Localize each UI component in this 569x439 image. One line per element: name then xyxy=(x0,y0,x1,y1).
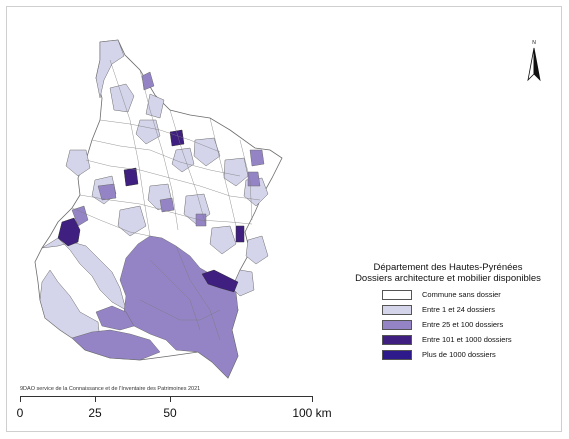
commune-zone-low xyxy=(209,225,237,255)
legend-item-top: Plus de 1000 dossiers xyxy=(382,348,546,361)
commune-zone-low xyxy=(95,39,125,99)
commune-zone-low xyxy=(65,149,91,177)
commune-zone-low xyxy=(117,205,147,237)
commune-zone-low xyxy=(245,235,269,265)
commune-zone-mid xyxy=(95,305,135,331)
legend-swatch xyxy=(382,289,412,300)
legend-label: Entre 101 et 1000 dossiers xyxy=(422,335,512,344)
commune-zone-high xyxy=(123,167,139,187)
scale-tick xyxy=(312,396,313,402)
commune-zone-low xyxy=(39,269,101,351)
scale-line xyxy=(20,396,313,397)
legend-item-high: Entre 101 et 1000 dossiers xyxy=(382,333,546,346)
credit-text: 9DAO service de la Connaissance et de l'… xyxy=(20,386,201,392)
scale-label-50: 50 xyxy=(163,406,177,420)
map-legend: Département des Hautes-Pyrénées Dossiers… xyxy=(350,262,546,363)
commune-zone-mid xyxy=(97,183,117,201)
north-arrow-icon xyxy=(527,47,541,82)
commune-zone-mid xyxy=(247,171,261,187)
commune-zone-mid xyxy=(141,71,155,91)
legend-label: Entre 25 et 100 dossiers xyxy=(422,320,504,329)
commune-boundaries xyxy=(71,59,261,341)
commune-zone-low xyxy=(193,137,221,167)
commune-zone-high xyxy=(169,129,185,147)
legend-swatch xyxy=(382,334,412,345)
scale-tick xyxy=(20,396,21,402)
legend-label: Entre 1 et 24 dossiers xyxy=(422,305,495,314)
commune-zone-high xyxy=(235,225,245,243)
commune-zone-mid xyxy=(71,205,89,227)
scale-label-25: 25 xyxy=(88,406,102,420)
commune-zone-low xyxy=(171,147,195,173)
legend-swatch xyxy=(382,349,412,360)
commune-zone-low xyxy=(135,119,161,145)
scale-tick xyxy=(170,396,171,402)
legend-label: Commune sans dossier xyxy=(422,290,501,299)
legend-label: Plus de 1000 dossiers xyxy=(422,350,496,359)
legend-item-mid: Entre 25 et 100 dossiers xyxy=(382,318,546,331)
north-arrow: N xyxy=(520,40,548,90)
commune-zone-high xyxy=(57,217,81,247)
commune-zone-mid xyxy=(249,149,265,167)
scale-label-100: 100 km xyxy=(292,406,332,420)
scale-bar: 0 25 50 100 km xyxy=(16,396,332,426)
scale-tick xyxy=(95,396,96,402)
commune-zone-low xyxy=(223,157,249,187)
north-label: N xyxy=(532,40,536,46)
legend-title-line-1: Département des Hautes-Pyrénées xyxy=(373,262,523,273)
legend-swatch xyxy=(382,319,412,330)
legend-swatch xyxy=(382,304,412,315)
legend-title: Département des Hautes-Pyrénées Dossiers… xyxy=(350,262,546,284)
commune-zone-mid xyxy=(71,329,161,361)
legend-item-none: Commune sans dossier xyxy=(382,288,546,301)
map-frame xyxy=(6,6,562,432)
commune-zone-mid xyxy=(159,197,175,213)
commune-zone-low xyxy=(109,83,135,113)
legend-title-line-2: Dossiers architecture et mobilier dispon… xyxy=(355,273,541,284)
legend-item-low: Entre 1 et 24 dossiers xyxy=(382,303,546,316)
commune-zone-high xyxy=(201,269,239,293)
scale-label-0: 0 xyxy=(16,406,24,420)
